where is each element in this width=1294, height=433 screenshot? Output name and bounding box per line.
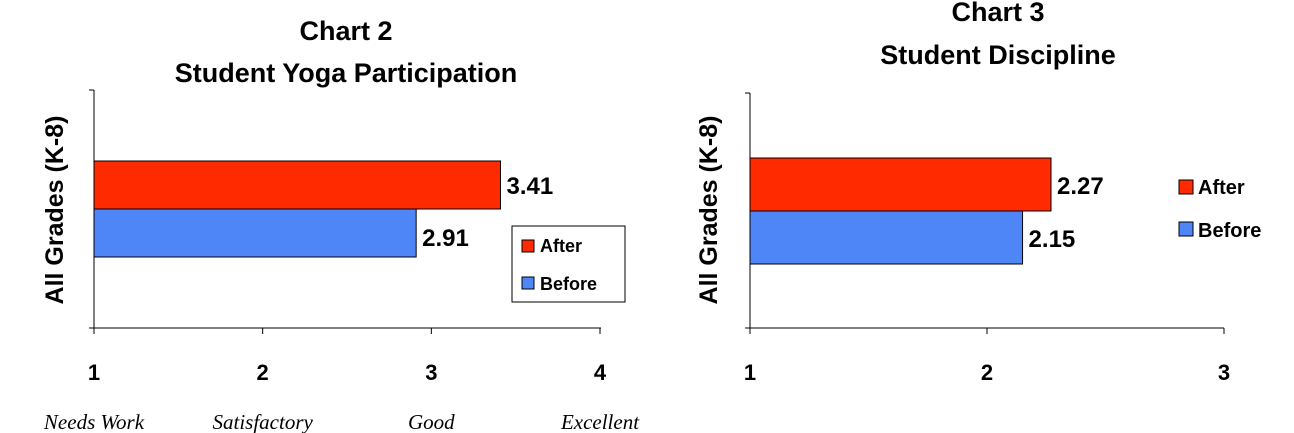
c2-x-tick-label: 2: [257, 360, 269, 385]
chart-3-y-axis-label: All Grades (K-8): [695, 116, 723, 305]
c2-scale-label: Satisfactory: [213, 410, 314, 433]
chart-3-title-line1: Chart 3: [951, 0, 1044, 27]
c2-x-tick-label: 4: [594, 360, 607, 385]
chart-3-data-label-after: 2.27: [1057, 173, 1104, 200]
chart-2-legend-swatch-before: [521, 276, 535, 290]
chart-2-y-axis-label: All Grades (K-8): [41, 116, 69, 305]
chart-3-title-line2: Student Discipline: [880, 40, 1116, 70]
chart-2-legend-label-before: Before: [540, 274, 597, 294]
chart-3-legend-label-after: After: [1198, 177, 1245, 199]
chart-3-legend: After Before: [1178, 177, 1261, 242]
c2-x-tick-label: 1: [88, 360, 100, 385]
c2-x-tick-label: 3: [425, 360, 437, 385]
chart-2-legend-label-after: After: [540, 236, 582, 256]
c3-x-tick-label: 3: [1218, 360, 1230, 385]
chart-3-legend-swatch-after: [1178, 179, 1194, 195]
chart-3-x-ticks: 1 2 3: [744, 328, 1230, 385]
c3-x-tick-label: 2: [981, 360, 993, 385]
chart-2-legend-swatch-after: [521, 239, 535, 253]
c2-scale-label: Good: [408, 410, 455, 433]
chart-2-x-ticks: 1 2 3 4: [88, 328, 607, 385]
chart-2-bar-after: [93, 160, 501, 210]
chart-2-scale-labels: Needs Work Satisfactory Good Excellent: [43, 410, 640, 433]
chart-3-legend-swatch-before: [1178, 221, 1194, 237]
chart-2-legend: After Before: [511, 225, 626, 303]
chart-2-data-label-before: 2.91: [422, 225, 469, 252]
chart-2-title-line2: Student Yoga Participation: [175, 58, 518, 88]
chart-3-legend-label-before: Before: [1198, 220, 1261, 242]
chart-2-data-label-after: 3.41: [506, 173, 553, 200]
chart-3-data-label-before: 2.15: [1029, 226, 1076, 253]
c2-scale-label: Needs Work: [43, 410, 145, 433]
chart-2-bar-before: [93, 208, 417, 258]
c2-scale-label: Excellent: [560, 410, 640, 433]
chart-3-bar-after: [749, 157, 1052, 212]
chart-3: Chart 3 Student Discipline All Grades (K…: [695, 0, 1261, 385]
chart-2: Chart 2 Student Yoga Participation All G…: [41, 16, 640, 433]
chart-2-title-line1: Chart 2: [299, 16, 392, 46]
c3-x-tick-label: 1: [744, 360, 756, 385]
chart-3-bar-before: [749, 210, 1024, 265]
